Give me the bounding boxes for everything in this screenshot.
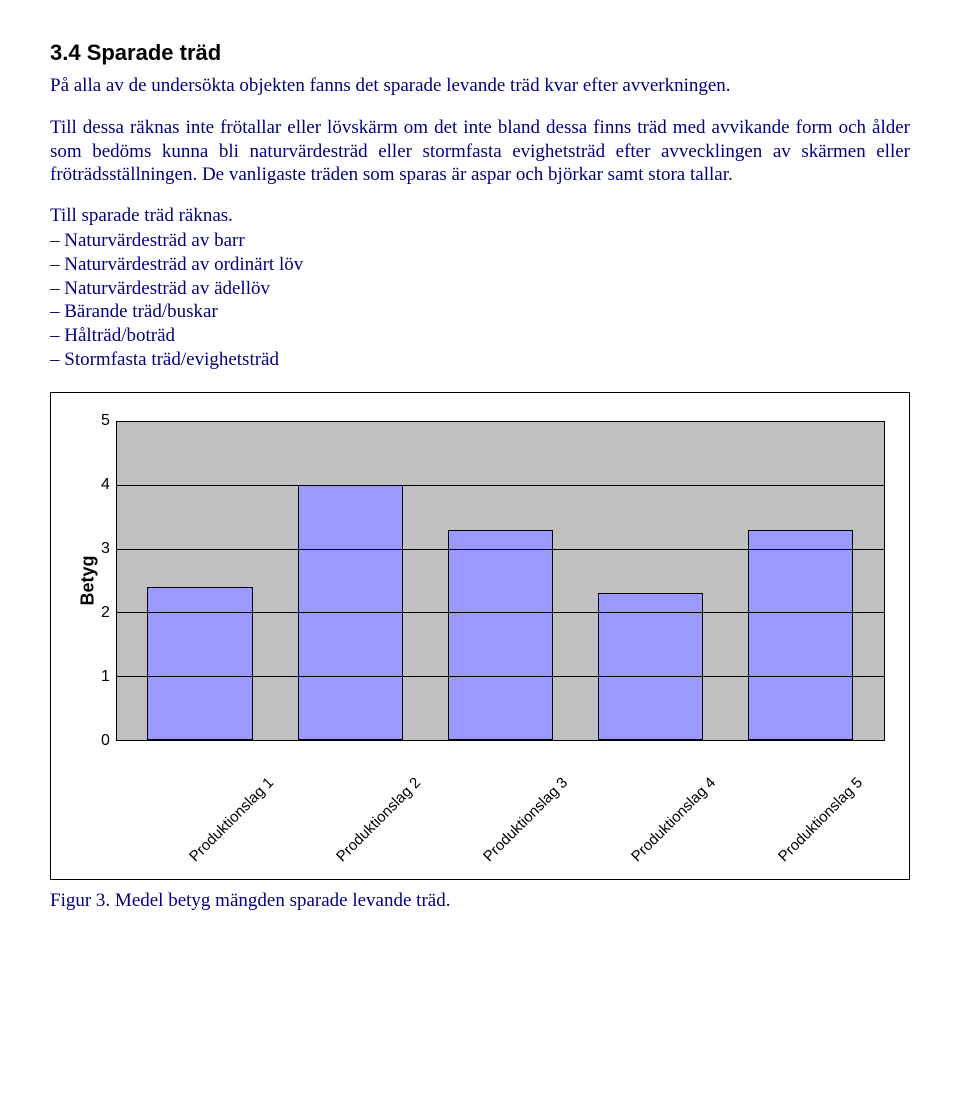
x-label: Produktionslag 1 [186, 780, 271, 865]
list-item: Bärande träd/buskar [50, 300, 910, 324]
paragraph-2: Till dessa räknas inte frötallar eller l… [50, 116, 910, 187]
bar [147, 587, 252, 740]
bars-container [117, 422, 884, 740]
y-axis-label-col: Betyg [75, 421, 101, 741]
bar [448, 530, 553, 740]
x-label: Produktionslag 2 [333, 780, 418, 865]
list-item: Naturvärdesträd av ädellöv [50, 277, 910, 301]
bar [598, 593, 703, 739]
bar [748, 530, 853, 740]
gridline [117, 549, 884, 550]
y-axis-label: Betyg [78, 555, 99, 605]
figure-caption: Figur 3. Medel betyg mängden sparade lev… [50, 890, 910, 912]
x-label: Produktionslag 5 [775, 780, 860, 865]
x-label: Produktionslag 4 [628, 780, 713, 865]
gridline [117, 485, 884, 486]
list-item: Hålträd/boträd [50, 324, 910, 348]
list-item: Naturvärdesträd av ordinärt löv [50, 253, 910, 277]
x-labels: Produktionslag 1 Produktionslag 2 Produkti… [133, 741, 885, 865]
list-item: Stormfasta träd/evighetsträd [50, 348, 910, 372]
saved-trees-list: Naturvärdesträd av barrNaturvärdesträd a… [50, 229, 910, 372]
list-intro: Till sparade träd räknas. [50, 205, 910, 227]
list-item: Naturvärdesträd av barr [50, 229, 910, 253]
paragraph-1: På alla av de undersökta objekten fanns … [50, 74, 910, 98]
plot-area [116, 421, 885, 741]
y-ticks: 543210 [101, 421, 116, 741]
section-heading: 3.4 Sparade träd [50, 40, 910, 66]
chart-container: Betyg 543210 Produktionslag 1Produktions… [50, 392, 910, 880]
x-label: Produktionslag 3 [481, 780, 566, 865]
gridline [117, 612, 884, 613]
gridline [117, 676, 884, 677]
